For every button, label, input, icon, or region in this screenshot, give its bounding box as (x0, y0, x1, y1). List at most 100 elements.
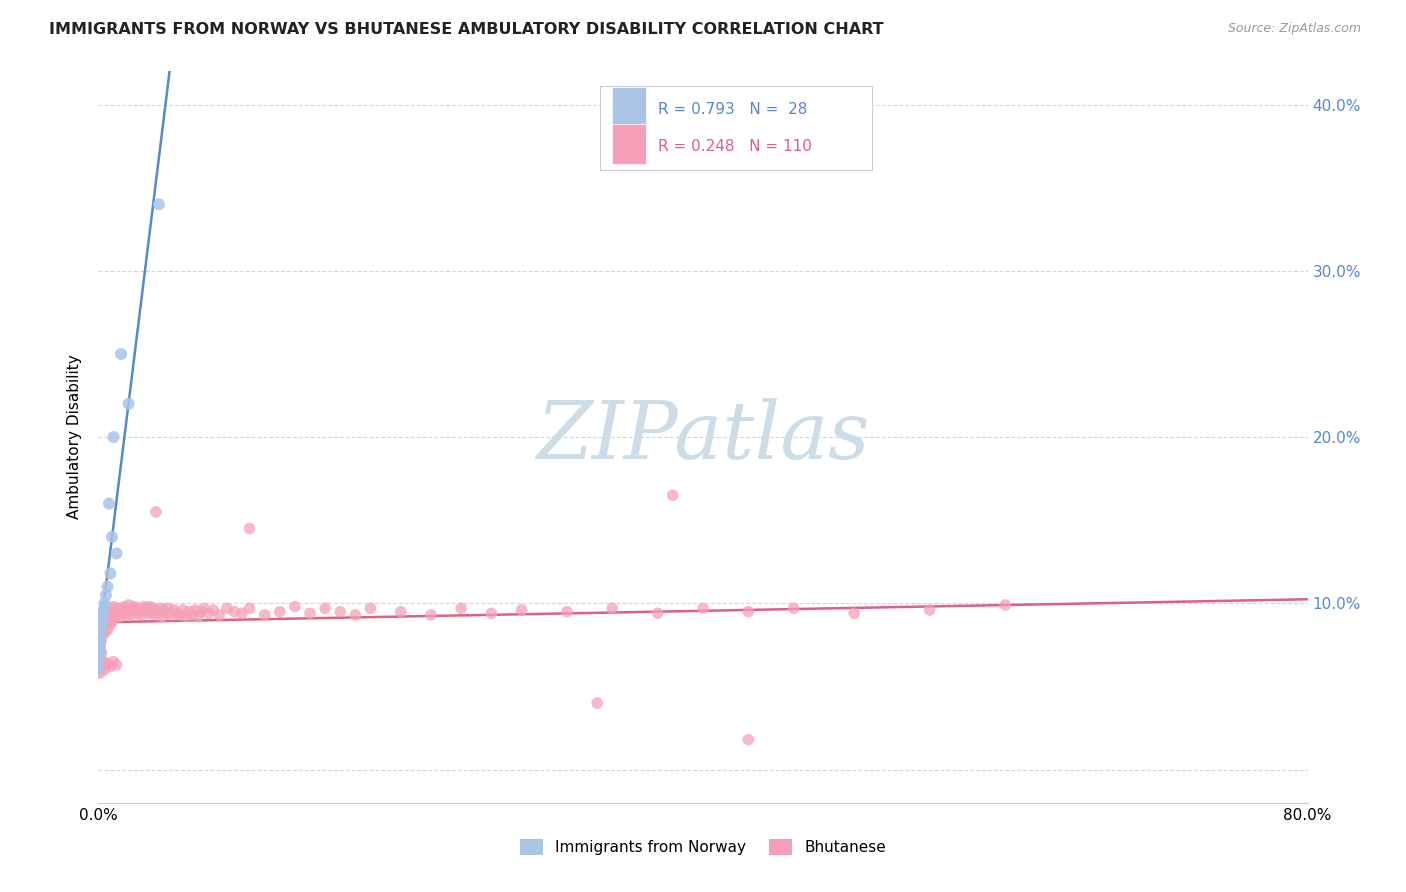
FancyBboxPatch shape (613, 87, 647, 128)
Point (103, 655, 125, 669)
Point (253, 607, 276, 622)
Point (586, 696, 609, 710)
Point (555, 605, 578, 619)
Point (163, 603, 186, 617)
Point (93, 626, 115, 640)
Point (112, 599, 135, 614)
Point (149, 601, 172, 615)
Point (692, 601, 714, 615)
Point (128, 601, 150, 615)
Point (96, 613, 118, 627)
Point (100, 605, 122, 619)
Point (91, 607, 114, 622)
Point (87, 649, 110, 664)
Point (389, 605, 412, 619)
Point (114, 607, 136, 622)
Point (344, 607, 367, 622)
Point (98, 616, 121, 631)
Point (481, 607, 503, 621)
Point (284, 599, 307, 614)
Point (90, 632, 112, 647)
Point (118, 598, 141, 612)
Point (91, 605, 114, 619)
Point (122, 605, 145, 619)
Point (193, 601, 215, 615)
Point (121, 601, 143, 615)
Point (89, 641, 111, 656)
Point (90, 659, 112, 673)
Point (179, 605, 201, 619)
Point (94, 609, 117, 624)
Point (181, 607, 204, 622)
Point (89, 630, 111, 644)
Point (108, 609, 131, 624)
Point (101, 530, 124, 544)
Point (145, 505, 167, 519)
Point (125, 603, 148, 617)
Text: R = 0.793   N =  28: R = 0.793 N = 28 (658, 102, 807, 117)
Point (90, 626, 112, 640)
Point (103, 599, 125, 614)
Point (166, 607, 188, 621)
Point (224, 605, 246, 619)
Point (100, 566, 122, 581)
Point (110, 603, 132, 617)
Point (661, 488, 683, 502)
Point (208, 607, 231, 622)
Point (129, 607, 152, 622)
Point (103, 430, 125, 444)
Point (93, 596, 115, 610)
Point (89, 626, 111, 640)
Point (994, 598, 1017, 612)
Point (90, 616, 112, 631)
Point (202, 603, 225, 617)
Point (87, 663, 110, 677)
Point (156, 601, 179, 615)
Point (124, 599, 146, 614)
Point (737, 732, 759, 747)
Point (314, 601, 336, 615)
Point (450, 601, 472, 615)
Point (215, 601, 238, 615)
Point (239, 521, 262, 535)
Point (90, 613, 112, 627)
Point (94, 657, 117, 672)
Point (139, 599, 162, 614)
Point (602, 601, 624, 615)
Point (329, 605, 352, 619)
Point (89, 646, 111, 660)
Point (89, 655, 111, 669)
Text: IMMIGRANTS FROM NORWAY VS BHUTANESE AMBULATORY DISABILITY CORRELATION CHART: IMMIGRANTS FROM NORWAY VS BHUTANESE AMBU… (49, 22, 884, 37)
Point (120, 607, 142, 622)
Point (174, 609, 197, 624)
Point (90, 646, 112, 660)
Point (239, 601, 262, 615)
Point (647, 607, 669, 621)
Point (87, 649, 110, 664)
Point (110, 347, 132, 361)
Point (269, 605, 291, 619)
FancyBboxPatch shape (600, 86, 872, 170)
FancyBboxPatch shape (613, 124, 647, 164)
Point (115, 603, 138, 617)
Point (100, 659, 122, 673)
Point (90, 609, 112, 624)
Point (105, 546, 128, 560)
Point (360, 601, 382, 615)
Point (94, 619, 117, 633)
Point (89, 666, 111, 681)
Point (93, 616, 115, 631)
Point (187, 609, 209, 624)
Point (184, 603, 207, 617)
Point (737, 605, 759, 619)
Legend: Immigrants from Norway, Bhutanese: Immigrants from Norway, Bhutanese (515, 833, 891, 861)
Point (169, 607, 191, 622)
Point (190, 605, 212, 619)
Point (105, 607, 128, 622)
Point (90, 621, 112, 635)
Point (96, 623, 118, 637)
Point (118, 397, 141, 411)
Point (231, 607, 253, 621)
Point (172, 603, 194, 617)
Point (783, 601, 806, 615)
